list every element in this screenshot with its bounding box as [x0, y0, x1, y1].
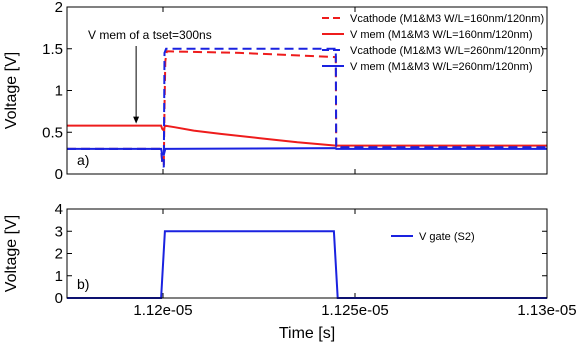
panel-b: 0 1 2 3 4 1.12e-05 1.125e-05 1.13e-05 b) Voltage …	[3, 201, 577, 342]
panel-a: 0 0.5 1 1.5 2 a) Voltage [V] Vcathode (M1&M3 W/…	[3, 0, 548, 183]
legend: Vcathode (M1&M3 W/L=160nm/120nm) V mem (M…	[322, 13, 544, 73]
y-tick-label: 1.5	[42, 41, 63, 58]
x-tick-label: 1.12e-05	[133, 302, 192, 319]
y-tick-label: 1	[55, 268, 63, 285]
y-tick-label: 0	[55, 290, 63, 307]
plot-frame	[66, 6, 548, 175]
annotation-text: V mem of a tset=300ns	[88, 28, 212, 42]
y-tick-label: 0.5	[42, 124, 63, 141]
legend-label: Vcathode (M1&M3 W/L=160nm/120nm)	[350, 13, 544, 25]
x-tick-label: 1.13e-05	[517, 302, 576, 319]
legend-label: Vcathode (M1&M3 W/L=260nm/120nm)	[350, 45, 544, 57]
y-tick-label: 3	[55, 223, 63, 240]
y-axis-label: Voltage [V]	[3, 52, 20, 129]
y-tick-label: 2	[55, 246, 63, 263]
panel-label: b)	[77, 276, 89, 292]
legend-label: V mem (M1&M3 W/L=260nm/120nm)	[350, 61, 532, 73]
x-tick-label: 1.125e-05	[321, 302, 389, 319]
legend-label: V mem (M1&M3 W/L=160nm/120nm)	[350, 29, 532, 41]
y-tick-label: 1	[55, 83, 63, 100]
legend-label: V gate (S2)	[419, 231, 475, 243]
series-line-4	[67, 147, 547, 157]
annotation-arrowhead	[133, 116, 140, 124]
series-line-1	[67, 230, 547, 299]
panel-label: a)	[77, 152, 89, 168]
y-tick-label: 2	[55, 0, 63, 16]
x-axis-label: Time [s]	[279, 325, 335, 342]
series-line-2	[67, 124, 547, 147]
plot-frame	[66, 208, 548, 299]
y-axis-label: Voltage [V]	[3, 215, 20, 292]
y-tick-label: 0	[55, 166, 63, 183]
legend: V gate (S2)	[391, 231, 475, 243]
y-tick-label: 4	[55, 201, 63, 218]
